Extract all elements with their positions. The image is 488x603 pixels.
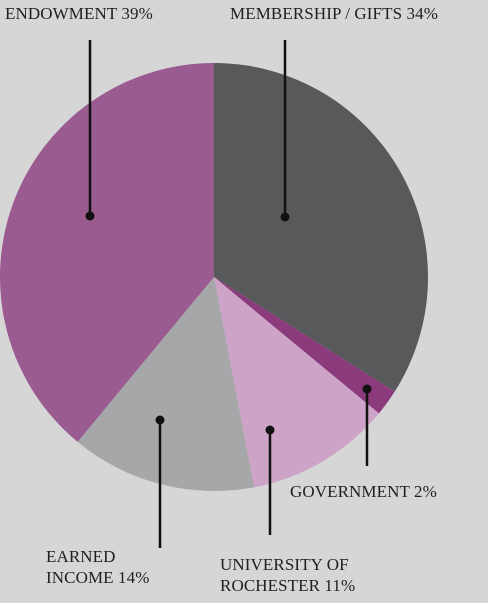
slice-label-earned-income-line-2: INCOME 14% xyxy=(46,568,149,587)
slice-label-membership-gifts: MEMBERSHIP / GIFTS 34% xyxy=(230,4,438,23)
leader-dot-earned-income xyxy=(155,415,165,425)
slice-label-earned-income-line-1: EARNED xyxy=(46,547,116,566)
leader-dot-endowment xyxy=(85,211,95,221)
pie-slice-earned-income xyxy=(77,277,255,491)
pie-slices xyxy=(0,63,428,491)
slice-label-university-of-rochester-line-1: UNIVERSITY OF xyxy=(220,555,349,574)
pie-slice-government xyxy=(214,277,395,414)
slice-labels: MEMBERSHIP / GIFTS 34% GOVERNMENT 2% UNIVE… xyxy=(5,4,438,595)
pie-slice-membership-gifts xyxy=(214,63,428,392)
leader-lines xyxy=(85,40,372,548)
slice-label-university-of-rochester-line-2: ROCHESTER 11% xyxy=(220,576,355,595)
leader-dot-university-of-rochester xyxy=(265,425,275,435)
slice-label-endowment: ENDOWMENT 39% xyxy=(5,4,153,23)
pie-slice-university-of-rochester xyxy=(214,277,379,488)
leader-dot-membership-gifts xyxy=(280,212,290,222)
slice-label-government: GOVERNMENT 2% xyxy=(290,482,437,501)
leader-dot-government xyxy=(362,384,372,394)
pie-slice-endowment xyxy=(0,63,215,442)
